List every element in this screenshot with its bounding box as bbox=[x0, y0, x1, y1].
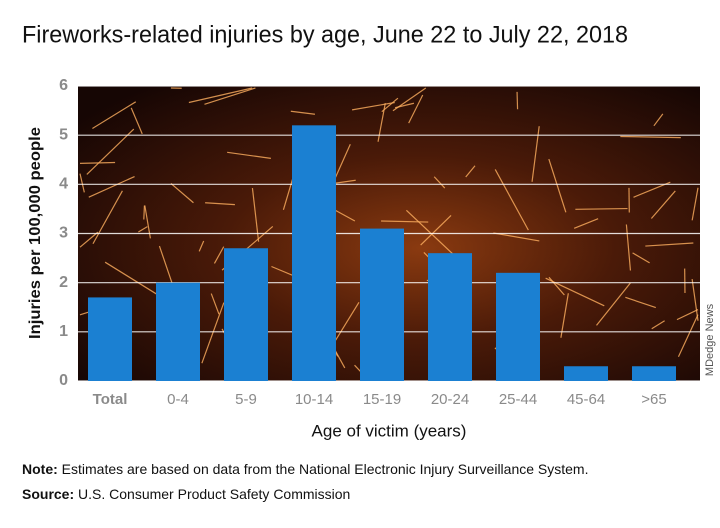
bar bbox=[360, 228, 404, 381]
spark bbox=[92, 101, 137, 129]
y-axis-label: Injuries per 100,000 people bbox=[27, 127, 44, 339]
x-tick-label: >65 bbox=[641, 391, 666, 408]
spark bbox=[381, 97, 399, 113]
spark bbox=[677, 314, 699, 358]
y-tick-label: 1 bbox=[59, 323, 68, 340]
spark bbox=[210, 293, 220, 315]
spark bbox=[170, 182, 194, 204]
spark bbox=[381, 220, 429, 223]
spark bbox=[650, 190, 676, 219]
bar bbox=[156, 282, 200, 381]
bar bbox=[632, 366, 676, 381]
bar bbox=[292, 125, 336, 381]
bar bbox=[428, 253, 472, 381]
source-label: Source: bbox=[22, 486, 74, 502]
y-tick-label: 5 bbox=[59, 126, 68, 143]
spark bbox=[79, 173, 85, 193]
spark bbox=[573, 218, 599, 229]
bar bbox=[88, 297, 132, 381]
spark bbox=[104, 261, 164, 299]
source-text: U.S. Consumer Product Safety Commission bbox=[78, 486, 350, 502]
x-tick-label: 0-4 bbox=[167, 391, 189, 408]
y-tick-label: 4 bbox=[59, 176, 68, 193]
spark bbox=[227, 151, 271, 159]
spark bbox=[420, 215, 452, 246]
y-tick-label: 2 bbox=[59, 274, 68, 291]
x-tick-label: 20-24 bbox=[431, 391, 469, 408]
spark bbox=[201, 302, 225, 364]
spark bbox=[548, 276, 565, 296]
note: Note: Estimates are based on data from t… bbox=[22, 461, 588, 477]
spark bbox=[408, 94, 424, 124]
x-tick-label: 45-64 bbox=[567, 391, 605, 408]
x-tick-label: 15-19 bbox=[363, 391, 401, 408]
source: Source: U.S. Consumer Product Safety Com… bbox=[22, 486, 350, 502]
spark bbox=[516, 91, 519, 110]
spark bbox=[548, 158, 567, 213]
spark bbox=[204, 87, 256, 105]
spark bbox=[405, 209, 454, 255]
spark bbox=[351, 101, 395, 111]
spark bbox=[676, 309, 699, 321]
spark bbox=[691, 187, 699, 221]
spark bbox=[79, 231, 99, 248]
spark bbox=[494, 169, 529, 231]
y-tick-label: 6 bbox=[59, 77, 68, 94]
spark bbox=[493, 232, 540, 242]
spark bbox=[138, 226, 148, 233]
x-axis-label: Age of victim (years) bbox=[312, 421, 467, 440]
chart-title: Fireworks-related injuries by age, June … bbox=[22, 21, 628, 48]
spark bbox=[620, 135, 681, 139]
bar bbox=[496, 272, 540, 381]
note-label: Note: bbox=[22, 461, 58, 477]
x-tick-label: 25-44 bbox=[499, 391, 537, 408]
spark bbox=[144, 205, 151, 239]
spark bbox=[596, 282, 631, 326]
spark bbox=[645, 242, 694, 247]
credit: MDedge News bbox=[704, 303, 716, 376]
spark bbox=[86, 128, 135, 175]
spark bbox=[691, 278, 699, 321]
spark bbox=[79, 161, 116, 164]
x-tick-label: Total bbox=[93, 391, 128, 408]
x-tick-label: 10-14 bbox=[295, 391, 333, 408]
x-tick-label: 5-9 bbox=[235, 391, 257, 408]
spark bbox=[632, 252, 650, 264]
spark bbox=[188, 87, 253, 104]
bar bbox=[224, 248, 268, 381]
spark bbox=[198, 240, 205, 252]
spark bbox=[394, 102, 415, 109]
spark bbox=[625, 224, 632, 271]
spark bbox=[625, 296, 656, 309]
spark bbox=[143, 205, 146, 220]
spark bbox=[251, 187, 260, 242]
bar bbox=[564, 366, 608, 381]
spark bbox=[334, 144, 351, 179]
spark bbox=[290, 110, 316, 115]
spark bbox=[92, 190, 123, 245]
note-text: Estimates are based on data from the Nat… bbox=[62, 461, 589, 477]
spark bbox=[653, 113, 664, 127]
y-tick-label: 0 bbox=[59, 372, 68, 389]
spark bbox=[560, 293, 569, 338]
spark bbox=[213, 246, 225, 264]
spark bbox=[433, 176, 446, 189]
spark bbox=[130, 107, 143, 135]
spark bbox=[88, 175, 135, 198]
y-tick-label: 3 bbox=[59, 225, 68, 242]
spark bbox=[465, 165, 476, 178]
spark bbox=[205, 202, 235, 206]
spark bbox=[651, 320, 665, 330]
spark bbox=[575, 207, 628, 210]
